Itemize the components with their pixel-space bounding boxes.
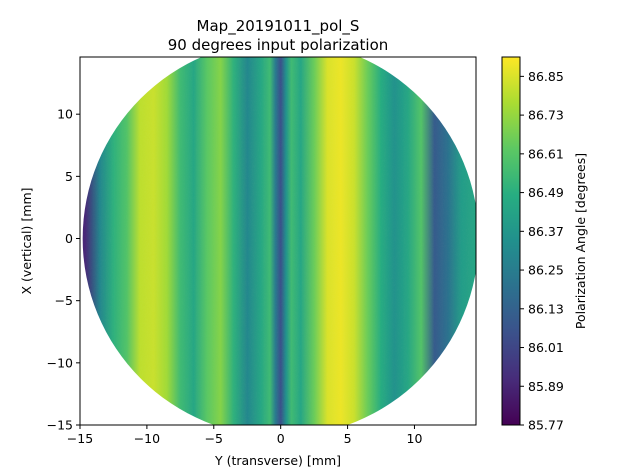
x-tick-label: 10	[407, 431, 423, 446]
colorbar-tick-label: 86.37	[528, 224, 564, 239]
chart-title: Map_20191011_pol_S	[197, 17, 360, 36]
colorbar-tick: 86.37	[520, 224, 564, 239]
x-tick: −5	[205, 425, 223, 446]
y-tick-label: 10	[57, 107, 73, 122]
y-tick: −15	[47, 418, 80, 433]
colorbar-ticks: 85.77 85.89 86.01 86.13 86.25 86.37 86.49 86.61…	[520, 69, 564, 433]
y-tick: 0	[65, 231, 80, 246]
heatmap-disc	[82, 57, 476, 425]
x-tick: −15	[67, 425, 93, 446]
x-tick-label: 0	[277, 431, 285, 446]
colorbar-tick-label: 86.13	[528, 301, 564, 316]
plot-area	[82, 57, 476, 425]
colorbar-tick: 86.25	[520, 263, 564, 278]
colorbar-tick-label: 86.61	[528, 146, 564, 161]
y-tick-label: 5	[65, 169, 73, 184]
colorbar-tick-label: 85.89	[528, 379, 564, 394]
y-axis-ticks: −15 −10 −5 0 5 10	[47, 107, 80, 433]
colorbar-tick: 86.73	[520, 108, 564, 123]
y-tick-label: −5	[55, 293, 73, 308]
x-tick: 0	[277, 425, 285, 446]
x-tick-label: −10	[134, 431, 160, 446]
colorbar-tick: 85.89	[520, 379, 564, 394]
x-tick-label: −5	[205, 431, 223, 446]
y-tick-label: 0	[65, 231, 73, 246]
colorbar-tick-label: 86.85	[528, 69, 564, 84]
colorbar-tick: 86.49	[520, 185, 564, 200]
x-axis-label: Y (transverse) [mm]	[214, 453, 341, 468]
x-tick-label: −15	[67, 431, 93, 446]
colorbar-tick: 86.61	[520, 146, 564, 161]
chart-subtitle: 90 degrees input polarization	[168, 36, 389, 54]
colorbar-label: Polarization Angle [degrees]	[573, 153, 588, 329]
y-tick: 5	[65, 169, 80, 184]
colorbar-tick-label: 85.77	[528, 418, 564, 433]
y-tick: −10	[47, 355, 80, 370]
x-tick: 10	[407, 425, 423, 446]
colorbar-tick-label: 86.49	[528, 185, 564, 200]
x-axis-ticks: −15 −10 −5 0 5 10	[67, 425, 423, 446]
y-tick: 10	[57, 107, 80, 122]
colorbar	[501, 56, 521, 426]
y-tick: −5	[55, 293, 80, 308]
colorbar-tick: 86.85	[520, 69, 564, 84]
x-tick: −10	[134, 425, 160, 446]
x-tick: 5	[344, 425, 352, 446]
colorbar-tick-label: 86.25	[528, 263, 564, 278]
colorbar-tick: 85.77	[520, 418, 564, 433]
y-axis-label: X (vertical) [mm]	[19, 188, 34, 295]
colorbar-tick: 86.13	[520, 301, 564, 316]
y-tick-label: −10	[47, 355, 73, 370]
x-tick-label: 5	[344, 431, 352, 446]
colorbar-tick: 86.01	[520, 340, 564, 355]
axes-frame	[79, 56, 477, 426]
colorbar-tick-label: 86.01	[528, 340, 564, 355]
y-tick-label: −15	[47, 418, 73, 433]
colorbar-tick-label: 86.73	[528, 108, 564, 123]
